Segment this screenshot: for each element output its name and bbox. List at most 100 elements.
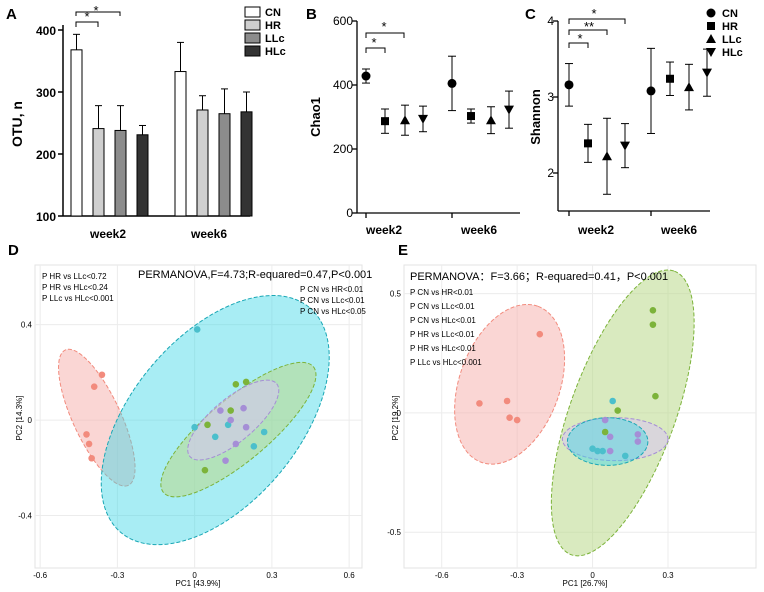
e-stat-5: P LLc vs HLc<0.001 [410, 358, 482, 367]
c-point-hlc-week6 [702, 68, 712, 78]
e-point-hr [503, 397, 511, 405]
b-point-hlc-week2 [418, 114, 428, 124]
d-point-cn [260, 428, 268, 436]
b-point-llc-week6 [486, 115, 496, 125]
c-ytick-3: 3 [547, 90, 554, 104]
d-point-llc [201, 466, 209, 474]
a-ytick-400: 400 [36, 24, 56, 38]
e-xtick-label: 0.3 [662, 571, 674, 580]
e-point-hr [506, 414, 513, 421]
e-x-axis-label: PC1 [26.7%] [563, 579, 608, 588]
a-bar-llc-week2 [114, 129, 127, 217]
e-ytick-label: 0 [397, 409, 402, 418]
panel-label-d: D [8, 242, 19, 259]
d-point-hr [85, 440, 93, 448]
a-significance-cn-hr: * [84, 9, 89, 24]
a-bracket-cn-hr [75, 21, 99, 27]
a-bar-llc-week6 [218, 113, 231, 217]
b-point-cn-week6 [447, 78, 457, 88]
d-point-hr [88, 454, 95, 462]
d-point-cn [211, 433, 219, 441]
e-stat-1: P CN vs LLc<0.01 [410, 302, 475, 311]
b-point-hlc-week6 [504, 105, 514, 115]
e-stat-3: P HR vs LLc<0.01 [410, 330, 475, 339]
e-point-cn [621, 452, 629, 460]
c-bracket-cn-llc [568, 29, 608, 35]
d-stat-left-0: P HR vs LLc<0.72 [42, 272, 107, 281]
e-point-cn [589, 445, 596, 453]
a-bracket-cn-llc [75, 11, 121, 16]
e-point-llc [614, 407, 622, 414]
d-point-hlc [217, 407, 224, 414]
d-point-llc [204, 421, 211, 429]
c-legend-marker-hlc [706, 48, 716, 57]
b-point-cn-week2 [361, 71, 371, 81]
d-xtick-label: 0.6 [344, 571, 356, 580]
e-ytick-label: 0.5 [390, 290, 402, 299]
d-stat-left-1: P HR vs HLc<0.24 [42, 283, 108, 292]
e-permanova-annotation: PERMANOVA：F=3.66；R-equared=0.41，P<0.001 [410, 271, 668, 283]
e-stat-2: P CN vs HLc<0.01 [410, 316, 476, 325]
panel-d-pca-plot: -0.6 -0.3 0 0.3 0.6 -0.4 0 0.4 PERMANOVA,F=4.73;… [15, 264, 372, 588]
b-bracket-cn-hlc [365, 32, 405, 38]
d-point-llc [242, 378, 250, 386]
b-ytick-200: 200 [333, 142, 353, 156]
c-legend-hr: HR [722, 21, 738, 33]
a-bar-hlc-week6 [240, 111, 253, 217]
d-point-hlc [240, 404, 247, 412]
d-stat-left-2: P LLc vs HLc<0.001 [42, 294, 114, 303]
a-legend-swatch-cn [244, 6, 261, 18]
a-significance-cn-llc: * [93, 3, 98, 18]
d-ytick-label: 0 [28, 416, 33, 425]
e-ytick-label: -0.5 [387, 528, 401, 537]
panel-label-a: A [6, 6, 17, 23]
e-point-hr [536, 330, 544, 338]
c-point-hlc-week2 [620, 141, 630, 151]
c-bracket-cn-hr [568, 42, 589, 48]
c-legend-llc: LLc [722, 34, 742, 46]
c-ytick-2: 2 [547, 166, 554, 180]
c-point-llc-week6 [684, 82, 694, 92]
c-point-cn-week6 [646, 86, 656, 96]
e-y-axis-label: PC2 [19.2%] [391, 396, 400, 441]
c-ytick-4: 4 [547, 14, 554, 28]
d-point-cn [191, 423, 198, 431]
d-point-hlc [242, 423, 250, 431]
a-ytick-300: 300 [36, 86, 56, 100]
b-xtick-week6: week6 [460, 223, 497, 237]
d-stat-right-1: P CN vs LLc<0.01 [300, 296, 365, 305]
panel-label-e: E [398, 242, 408, 259]
panel-a-otu-bar-chart: OTU, n 100 200 300 400 week2 week6 * * C… [9, 3, 286, 241]
e-point-llc [649, 321, 657, 328]
d-xtick-label: 0 [192, 571, 197, 580]
c-significance-cn-hr: * [577, 31, 582, 46]
e-point-llc [652, 392, 659, 400]
d-xtick-label: 0.3 [266, 571, 278, 580]
a-xtick-week6: week6 [190, 227, 227, 241]
b-point-llc-week2 [400, 115, 410, 125]
d-ytick-label: -0.4 [18, 512, 32, 521]
e-ellipse-llc [550, 269, 695, 557]
d-stat-right-2: P CN vs HLc<0.05 [300, 307, 366, 316]
d-point-hlc [222, 457, 229, 464]
a-ytick-100: 100 [36, 210, 56, 224]
panel-label-b: B [306, 6, 317, 23]
c-y-axis-label: Shannon [528, 89, 543, 145]
c-significance-cn-llc: ** [584, 19, 594, 34]
c-legend-cn: CN [722, 8, 738, 20]
e-point-hlc [606, 433, 614, 441]
b-ytick-0: 0 [346, 206, 353, 220]
e-point-hr [476, 400, 483, 407]
b-xtick-week2: week2 [365, 223, 402, 237]
c-legend-marker-hr [707, 22, 715, 30]
e-stat-0: P CN vs HR<0.01 [410, 288, 474, 297]
e-point-hr [513, 416, 521, 424]
e-point-hlc [606, 447, 614, 455]
c-point-hr-week2 [584, 139, 592, 148]
c-legend-marker-llc [706, 34, 716, 43]
e-point-hlc [601, 416, 609, 424]
e-point-hlc [634, 438, 642, 445]
a-ytick-200: 200 [36, 148, 56, 162]
c-point-hr-week6 [666, 74, 674, 83]
